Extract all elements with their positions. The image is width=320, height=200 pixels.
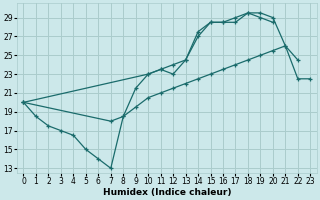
- X-axis label: Humidex (Indice chaleur): Humidex (Indice chaleur): [103, 188, 231, 197]
